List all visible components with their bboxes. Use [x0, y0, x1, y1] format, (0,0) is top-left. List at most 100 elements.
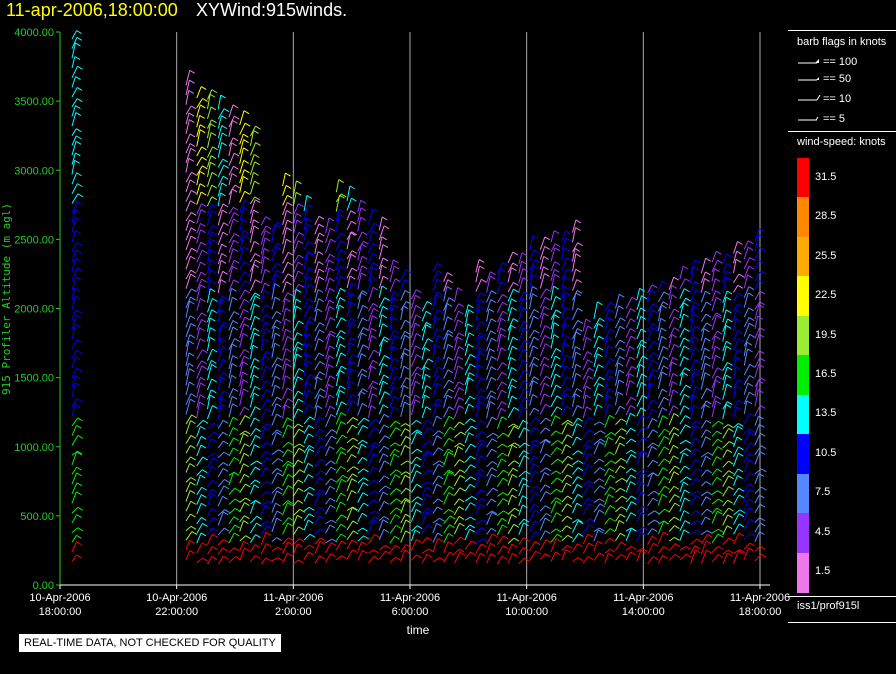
x-axis-label: time — [407, 623, 430, 637]
wind-barb-flag — [470, 476, 477, 481]
wind-barb — [754, 234, 760, 252]
wind-barb — [475, 468, 481, 476]
wind-barb-flag — [746, 400, 753, 405]
wind-barb — [368, 335, 372, 351]
wind-barb — [679, 489, 685, 503]
wind-barb — [71, 242, 78, 253]
wind-barb-flag — [244, 200, 251, 204]
wind-barb-flag — [512, 467, 519, 472]
wind-barb-flag — [405, 519, 412, 524]
wind-barb-flag — [254, 303, 260, 308]
wind-barb — [325, 538, 333, 544]
wind-barb — [432, 557, 440, 563]
wind-barb-flag — [265, 380, 271, 385]
wind-barb — [529, 394, 534, 406]
wind-barb — [185, 399, 191, 415]
wind-barb — [303, 195, 308, 212]
wind-barb — [453, 397, 460, 409]
wind-barb-flag — [533, 455, 540, 460]
wind-barb — [475, 439, 482, 447]
wind-barb-flag — [608, 493, 614, 498]
wind-barb — [357, 368, 363, 377]
wind-barb-flag — [737, 241, 743, 245]
wind-barb-flag — [704, 278, 710, 282]
wind-barb-flag — [437, 270, 444, 275]
wind-barb-flag — [630, 481, 636, 486]
wind-barb-flag — [393, 395, 400, 400]
wind-barb-flag — [672, 381, 678, 385]
wind-barb-flag — [490, 318, 497, 323]
wind-barb — [271, 311, 277, 320]
wind-barb-flag — [200, 376, 206, 381]
wind-barb — [368, 308, 374, 322]
wind-barb — [314, 541, 321, 554]
wind-barb — [196, 156, 203, 167]
wind-barb — [421, 366, 426, 380]
wind-barb-flag — [565, 393, 571, 398]
wind-barb-flag — [587, 533, 594, 538]
wind-barb-flag — [543, 356, 550, 361]
wind-barb-flag — [243, 308, 249, 313]
wind-barb — [378, 306, 384, 318]
wind-barb — [754, 451, 761, 465]
wind-barb-flag — [727, 499, 733, 504]
wind-barb — [325, 486, 331, 495]
wind-barb-flag — [598, 478, 605, 483]
wind-barb — [71, 356, 76, 369]
wind-barb-flag — [395, 420, 401, 425]
wind-barb-flag — [478, 364, 484, 369]
wind-barb-flag — [308, 433, 314, 438]
wind-barb-flag — [189, 79, 195, 84]
wind-barb-flag — [416, 431, 423, 436]
wind-barb — [271, 246, 278, 262]
wind-barb — [690, 549, 696, 564]
wind-barb — [550, 247, 556, 262]
wind-barb — [185, 274, 192, 289]
wind-barb-flag — [545, 403, 551, 408]
wind-barb — [679, 465, 685, 474]
source-label: iss1/prof915l — [797, 600, 860, 612]
wind-barb-flag — [650, 382, 656, 387]
wind-barb — [400, 499, 407, 514]
wind-barb — [185, 540, 191, 551]
wind-barb — [657, 446, 665, 457]
x-tick-label-date: 11-Apr-2006 — [263, 592, 323, 604]
wind-barb-flag — [309, 374, 316, 378]
wind-barb-flag — [543, 363, 550, 368]
wind-barb — [593, 458, 600, 465]
wind-barb — [733, 487, 740, 496]
wind-barb — [743, 489, 750, 502]
wind-barb-flag — [245, 497, 251, 502]
wind-barb — [346, 267, 353, 279]
wind-barb-flag — [522, 504, 528, 509]
wind-barb — [711, 278, 716, 292]
wind-barb-flag — [728, 537, 735, 542]
wind-barb — [293, 443, 300, 449]
wind-barb-flag — [705, 313, 712, 318]
wind-barb — [432, 294, 437, 311]
wind-barb-flag — [492, 432, 499, 437]
wind-barb — [700, 301, 707, 313]
wind-barb — [292, 203, 299, 216]
wind-barb-flag — [760, 270, 767, 275]
wind-barb — [443, 286, 448, 302]
wind-barb-flag — [759, 301, 765, 306]
wind-barb-flag — [188, 340, 195, 345]
wind-barb — [539, 266, 544, 279]
wind-barb — [228, 142, 233, 157]
wind-barb-flag — [438, 475, 444, 480]
wind-barb-flag — [232, 265, 238, 270]
wind-barb — [196, 191, 202, 205]
wind-barb — [550, 269, 555, 282]
wind-barb — [378, 236, 383, 250]
wind-barb-flag — [469, 353, 476, 358]
wind-barb-flag — [222, 209, 228, 214]
wind-barb — [668, 471, 675, 484]
wind-barb-flag — [383, 460, 390, 465]
wind-barb — [550, 440, 558, 446]
wind-barb — [260, 314, 267, 323]
wind-barb — [271, 263, 277, 271]
wind-barb — [475, 347, 481, 360]
wind-barb-flag — [588, 484, 594, 489]
